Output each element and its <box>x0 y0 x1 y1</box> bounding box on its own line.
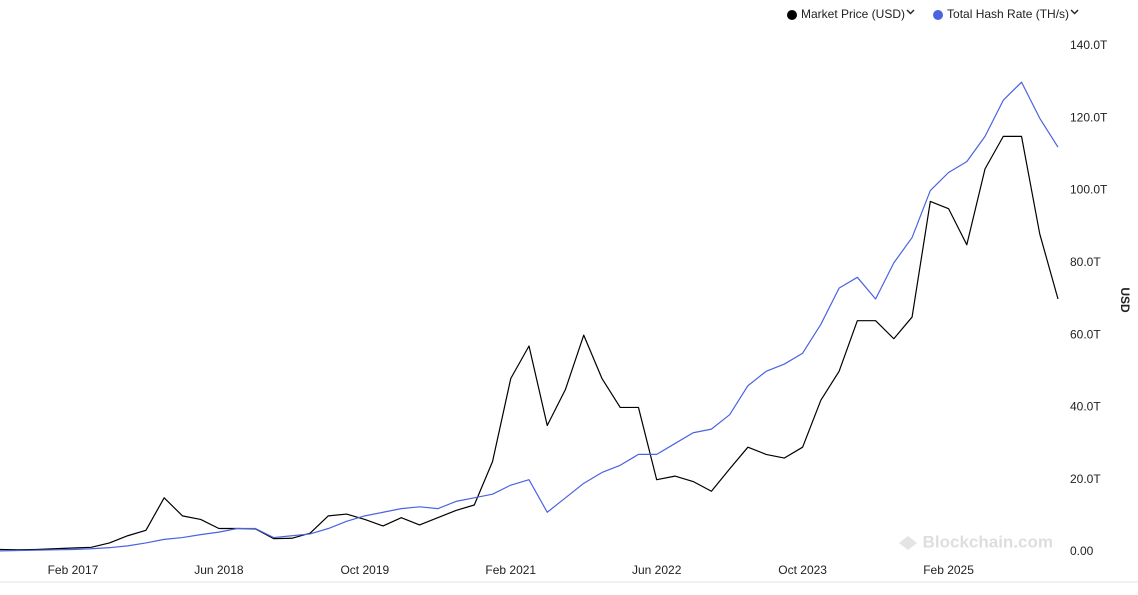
x-tick-label: Oct 2019 <box>340 563 389 577</box>
legend-label[interactable]: Total Hash Rate (TH/s) <box>947 7 1069 21</box>
legend-chevron[interactable] <box>906 9 915 15</box>
x-tick-label: Feb 2017 <box>48 563 99 577</box>
y-tick-label: 60.0T <box>1070 327 1101 341</box>
y-tick-label: 0.00 <box>1070 544 1094 558</box>
legend-item[interactable]: Market Price (USD) <box>787 7 915 21</box>
watermark-logo <box>899 536 917 550</box>
legend-swatch[interactable] <box>933 10 944 20</box>
legend-swatch[interactable] <box>787 10 797 20</box>
legend-chevron[interactable] <box>1070 9 1079 15</box>
series-line <box>0 81 1059 552</box>
watermark: Blockchain.com <box>923 532 1053 551</box>
x-tick-label: Oct 2023 <box>778 563 827 577</box>
series-line <box>0 135 1059 551</box>
y-tick-label: 40.0T <box>1070 400 1101 414</box>
y-axis-label: USD <box>1118 287 1132 313</box>
y-tick-label: 140.0T <box>1070 38 1108 52</box>
plot <box>0 81 1059 552</box>
y-tick-label: 20.0T <box>1070 472 1101 486</box>
legend-label[interactable]: Market Price (USD) <box>801 7 905 21</box>
x-tick-label: Jun 2022 <box>632 563 682 577</box>
y-tick-label: 80.0T <box>1070 255 1101 269</box>
y-tick-label: 120.0T <box>1070 110 1108 124</box>
x-tick-label: Jun 2018 <box>194 563 244 577</box>
legend-item[interactable]: Total Hash Rate (TH/s) <box>933 7 1079 21</box>
x-tick-label: Feb 2021 <box>485 563 536 577</box>
legend: Market Price (USD) Total Hash Rate (TH/s) <box>787 7 1079 21</box>
y-tick-label: 100.0T <box>1070 183 1108 197</box>
x-tick-label: Feb 2025 <box>923 563 974 577</box>
